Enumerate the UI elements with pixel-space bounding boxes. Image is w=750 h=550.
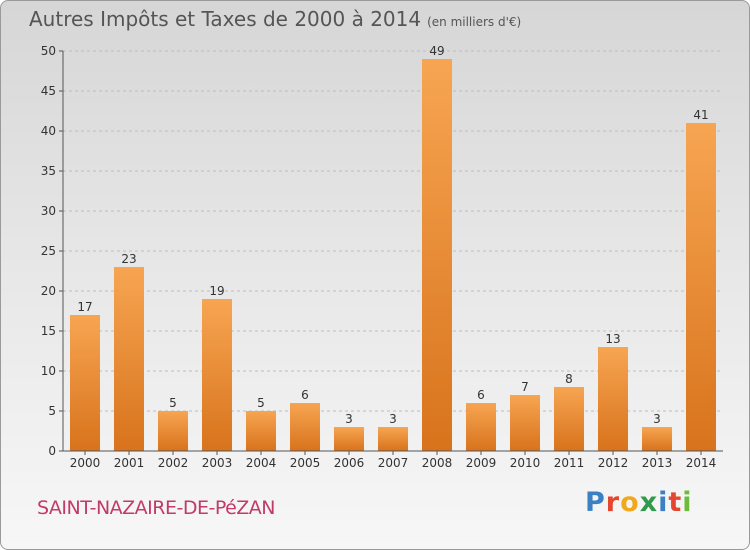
bar-value-label: 19 (209, 284, 224, 298)
grid-lines (63, 50, 723, 412)
logo-letter: t (668, 487, 683, 518)
y-tick-label: 10 (41, 364, 56, 378)
bar-value-label: 7 (521, 380, 529, 394)
chart-title-text: Autres Impôts et Taxes de 2000 à 2014 (29, 7, 422, 31)
y-tick-label: 25 (41, 244, 56, 258)
x-tick-label: 2003 (202, 456, 233, 470)
y-tick-label: 45 (41, 84, 56, 98)
chart-title: Autres Impôts et Taxes de 2000 à 2014 (en… (29, 7, 521, 31)
bar-value-label: 17 (77, 300, 92, 314)
bar-value-label: 6 (477, 388, 485, 402)
logo-letter: r (605, 487, 621, 518)
x-tick-label: 2014 (686, 456, 717, 470)
bar-2012 (598, 347, 628, 451)
bar-value-label: 3 (653, 412, 661, 426)
bar-value-label: 49 (429, 44, 444, 58)
y-tick-label: 50 (41, 44, 56, 58)
bar-2006 (334, 427, 364, 451)
bar-2014 (686, 123, 716, 451)
bar-2002 (158, 411, 188, 451)
bar-value-label: 5 (257, 396, 265, 410)
bar-value-label: 6 (301, 388, 309, 402)
bar-2011 (554, 387, 584, 451)
x-tick-label: 2005 (290, 456, 321, 470)
bar-2000 (70, 315, 100, 451)
y-tick-label: 40 (41, 124, 56, 138)
bars: 17 23 5 19 5 6 3 3 49 6 7 8 13 3 41 (70, 44, 716, 451)
bar-2007 (378, 427, 408, 451)
logo-letter: i (658, 487, 669, 518)
x-tick-label: 2010 (510, 456, 541, 470)
bar-2001 (114, 267, 144, 451)
y-tick-label: 20 (41, 284, 56, 298)
chart-subtitle: (en milliers d'€) (427, 15, 522, 29)
bar-2003 (202, 299, 232, 451)
logo-letter: o (620, 487, 640, 518)
x-tick-label: 2002 (158, 456, 189, 470)
logo-letter: x (639, 487, 659, 518)
proxiti-logo: Proxiti (585, 487, 693, 518)
bar-value-label: 23 (121, 252, 136, 266)
bar-2010 (510, 395, 540, 451)
commune-name: SAINT-NAZAIRE-DE-PéZAN (37, 497, 276, 519)
bar-2013 (642, 427, 672, 451)
y-tick-label: 35 (41, 164, 56, 178)
bar-2004 (246, 411, 276, 451)
logo-letter: i (682, 487, 693, 518)
bar-value-label: 8 (565, 372, 573, 386)
bar-value-label: 3 (345, 412, 353, 426)
y-tick-label: 15 (41, 324, 56, 338)
x-tick-label: 2000 (70, 456, 101, 470)
y-tick-label: 5 (48, 404, 56, 418)
bar-value-label: 13 (605, 332, 620, 346)
y-tick-label: 30 (41, 204, 56, 218)
x-tick-label: 2006 (334, 456, 365, 470)
y-tick-label: 0 (48, 444, 56, 458)
x-tick-label: 2008 (422, 456, 453, 470)
x-tick-label: 2004 (246, 456, 277, 470)
bar-value-label: 41 (693, 108, 708, 122)
x-tick-label: 2001 (114, 456, 145, 470)
x-tick-label: 2012 (598, 456, 629, 470)
bar-value-label: 5 (169, 396, 177, 410)
x-tick-label: 2013 (642, 456, 673, 470)
bar-2009 (466, 403, 496, 451)
x-tick-label: 2007 (378, 456, 409, 470)
bar-2008 (422, 59, 452, 451)
logo-letter: P (585, 487, 606, 518)
bar-2005 (290, 403, 320, 451)
bar-value-label: 3 (389, 412, 397, 426)
x-tick-label: 2011 (554, 456, 585, 470)
x-tick-label: 2009 (466, 456, 497, 470)
